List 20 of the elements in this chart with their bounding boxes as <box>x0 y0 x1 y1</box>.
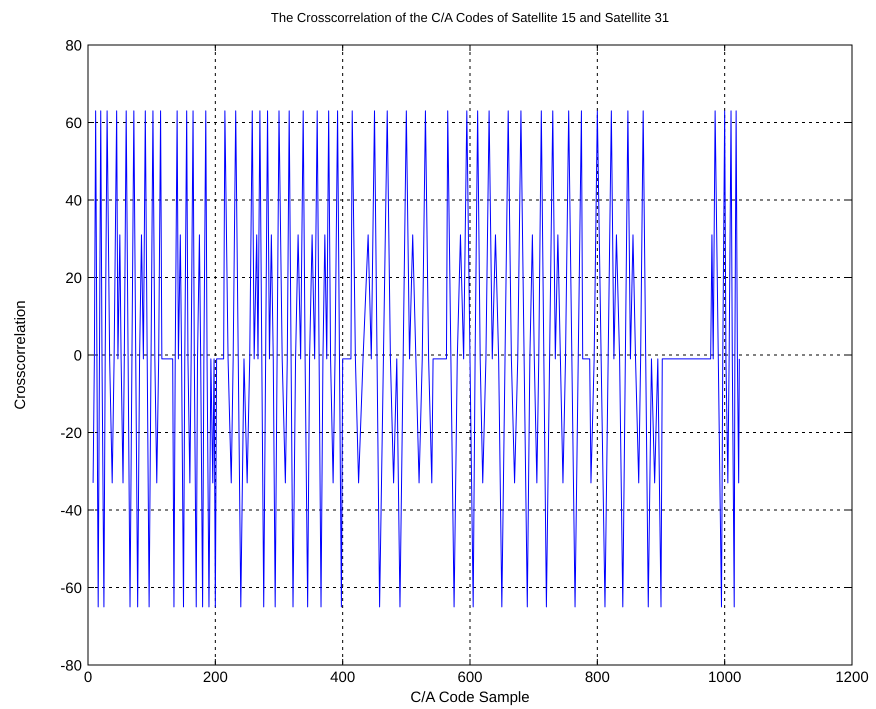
x-tick-label: 1200 <box>835 669 869 686</box>
y-tick-label: 60 <box>65 114 82 132</box>
x-tick-label: 800 <box>584 669 610 686</box>
y-axis-title: Crosscorrelation <box>12 300 29 410</box>
x-tick-label: 400 <box>330 669 356 686</box>
y-tick-label: 40 <box>65 192 82 210</box>
y-tick-label: 0 <box>74 347 82 364</box>
chart-title: The Crosscorrelation of the C/A Codes of Satellite 15 and Satellite 31 <box>270 10 670 25</box>
x-tick-label: 0 <box>84 669 92 686</box>
y-tick-label: -80 <box>60 657 82 674</box>
y-tick-label: 20 <box>65 270 82 287</box>
x-axis-title: C/A Code Sample <box>410 689 530 706</box>
x-tick-label: 1000 <box>708 669 742 686</box>
y-tick-label: 80 <box>65 37 82 54</box>
x-tick-label: 600 <box>457 669 483 686</box>
y-tick-label: -40 <box>60 502 82 520</box>
y-tick-label: -20 <box>60 424 82 442</box>
line-series <box>92 110 740 608</box>
x-tick-label: 200 <box>202 669 228 686</box>
y-tick-label: -60 <box>60 580 82 597</box>
